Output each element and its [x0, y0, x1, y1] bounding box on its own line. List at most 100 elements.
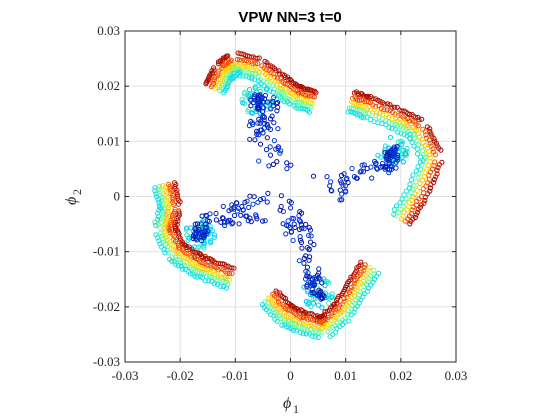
scatter-point — [269, 113, 275, 119]
scatter-point — [412, 135, 418, 141]
scatter-point — [296, 258, 302, 264]
scatter-point — [222, 222, 228, 229]
scatter-point — [213, 217, 219, 223]
scatter-point — [192, 221, 198, 227]
scatter-point — [353, 175, 359, 181]
scatter-point — [348, 274, 354, 280]
scatter-point — [157, 189, 163, 195]
scatter-point — [252, 60, 258, 67]
scatter-point — [153, 191, 159, 197]
scatter-point — [381, 107, 387, 113]
scatter-point — [414, 198, 420, 204]
scatter-point — [415, 206, 421, 212]
scatter-point — [332, 309, 338, 315]
scatter-point — [426, 148, 432, 155]
scatter-point — [201, 229, 207, 235]
scatter-point — [274, 100, 281, 106]
scatter-point — [219, 65, 225, 72]
scatter-point — [386, 124, 392, 131]
scatter-point — [226, 277, 233, 283]
scatter-point — [160, 211, 166, 217]
scatter-point — [358, 259, 364, 265]
scatter-point — [275, 126, 281, 132]
scatter-point — [274, 108, 280, 114]
scatter-point — [314, 272, 321, 278]
scatter-point — [343, 189, 349, 195]
scatter-point — [247, 193, 253, 199]
scatter-point — [229, 202, 235, 208]
scatter-point — [175, 240, 181, 246]
scatter-point — [394, 203, 400, 209]
scatter-point — [416, 117, 422, 123]
scatter-point — [326, 300, 332, 306]
scatter-point — [273, 312, 280, 318]
scatter-point — [391, 211, 397, 217]
scatter-point — [196, 227, 202, 233]
scatter-point — [204, 213, 210, 219]
scatter-point — [171, 259, 177, 265]
scatter-point — [299, 245, 305, 251]
scatter-point — [328, 179, 334, 185]
scatter-point — [309, 281, 315, 287]
scatter-point — [270, 98, 276, 105]
scatter-point — [401, 192, 407, 198]
scatter-point — [178, 263, 184, 269]
x-tick-label: -0.01 — [222, 368, 249, 383]
scatter-point — [298, 315, 304, 321]
scatter-point — [285, 218, 291, 224]
scatter-point — [302, 326, 308, 332]
scatter-point — [306, 109, 312, 115]
scatter-point — [317, 290, 323, 296]
scatter-point — [414, 188, 420, 194]
scatter-point — [291, 93, 297, 99]
scatter-point — [267, 152, 274, 158]
scatter-point — [225, 83, 231, 90]
scatter-point — [284, 88, 290, 94]
scatter-point — [331, 301, 337, 307]
scatter-point — [337, 187, 343, 193]
scatter-point — [242, 199, 248, 205]
scatter-point — [303, 276, 309, 282]
scatter-point — [415, 209, 421, 215]
scatter-point — [155, 197, 161, 203]
scatter-point — [399, 196, 405, 202]
scatter-point — [293, 327, 299, 333]
scatter-point — [363, 104, 369, 111]
scatter-point — [273, 146, 279, 152]
scatter-point — [226, 270, 232, 277]
scatter-point — [246, 87, 253, 93]
scatter-point — [247, 215, 253, 221]
scatter-point — [369, 175, 375, 181]
scatter-point — [286, 101, 292, 107]
scatter-point — [265, 62, 271, 68]
scatter-point — [163, 190, 169, 196]
scatter-point — [319, 305, 325, 311]
scatter-point — [306, 246, 312, 252]
scatter-point — [265, 300, 271, 306]
scatter-point — [267, 99, 273, 106]
scatter-point — [225, 219, 231, 225]
scatter-point — [400, 125, 406, 131]
scatter-point — [299, 325, 305, 331]
scatter-point — [243, 73, 249, 79]
scatter-point — [175, 201, 182, 207]
scatter-point — [187, 271, 193, 277]
scatter-point — [298, 222, 304, 228]
scatter-point — [156, 186, 162, 192]
x-axis-label: ϕ 1 — [283, 395, 299, 416]
scatter-point — [215, 70, 221, 76]
scatter-point — [297, 329, 303, 335]
scatter-point — [322, 283, 328, 289]
scatter-point — [422, 170, 428, 176]
scatter-point — [252, 137, 258, 143]
scatter-point — [413, 179, 419, 185]
scatter-point — [365, 93, 371, 99]
scatter-point — [206, 218, 212, 224]
scatter-point — [436, 162, 442, 168]
scatter-points — [152, 50, 445, 340]
scatter-point — [415, 123, 421, 129]
scatter-point — [315, 302, 321, 308]
scatter-point — [403, 151, 409, 157]
scatter-point — [155, 235, 161, 241]
scatter-point — [301, 255, 307, 261]
